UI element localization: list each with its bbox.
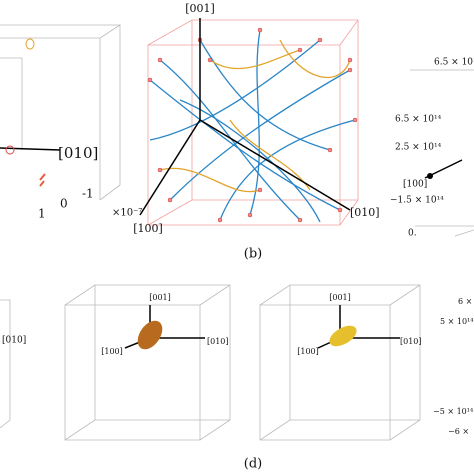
line <box>169 69 351 201</box>
line <box>149 39 321 141</box>
line <box>149 79 341 211</box>
box <box>0 24 121 201</box>
axis-label: [010] <box>207 337 229 346</box>
nodes <box>147 27 358 223</box>
line <box>219 119 356 221</box>
axis <box>139 119 201 216</box>
scale-label: ×10⁻⁷ <box>112 208 142 219</box>
axis-label: [010] <box>400 337 422 346</box>
box <box>410 69 474 237</box>
line <box>159 59 301 221</box>
loop <box>25 38 35 50</box>
bottom-right-panel: 6 × 5 × 10¹⁴ −5 × 10¹⁴ −6 × <box>433 297 473 436</box>
label: −5 × 10¹⁴ <box>433 407 473 416</box>
ellipsoid-panel: [001] [100] [010] <box>64 284 231 441</box>
caption: (b) <box>244 247 262 262</box>
line <box>199 39 331 151</box>
line <box>159 167 261 193</box>
loop <box>39 173 46 187</box>
label: 0. <box>408 229 417 239</box>
line <box>179 99 321 223</box>
axis-label: [001] <box>185 2 215 15</box>
line <box>249 29 261 216</box>
axis-label: [100] <box>297 347 319 356</box>
line <box>209 49 301 70</box>
label: 6.5 × 10¹⁴ <box>434 58 474 68</box>
ellipsoid <box>137 320 163 350</box>
label: [100] <box>403 180 427 190</box>
label: 2.5 × 10¹⁴ <box>395 143 442 153</box>
axis <box>199 119 351 211</box>
axis <box>0 147 61 151</box>
top-left-panel: [010] 1 0 -1 <box>0 24 121 221</box>
ellipsoid <box>329 325 357 347</box>
ellipsoid-panel: [001] [100] [010] <box>259 284 422 441</box>
axis-label: [001] <box>329 293 351 302</box>
axis-label: [010] <box>2 336 26 346</box>
tick-label: 1 <box>38 207 46 221</box>
axis-label: [010] <box>58 144 98 162</box>
axis-label: [100] <box>101 347 123 356</box>
axis-label: [100] <box>133 222 163 235</box>
bottom-left-panel: [010] <box>0 299 26 429</box>
top-right-panel: 6.5 × 10¹⁴ 6.5 × 10¹⁴ 2.5 × 10¹⁴ [100] −… <box>390 58 474 239</box>
caption: (d) <box>244 457 262 472</box>
label: 5 × 10¹⁴ <box>440 317 473 326</box>
axis-label: [010] <box>350 206 380 219</box>
line <box>279 39 351 78</box>
dislocation-panel: [001] [010] [100] ×10⁻⁷ <box>112 2 380 235</box>
box <box>259 284 421 441</box>
marker <box>427 173 433 179</box>
label: −6 × <box>448 427 469 436</box>
loop <box>5 145 15 155</box>
label: 6.5 × 10¹⁴ <box>395 115 442 125</box>
label: 6 × <box>458 297 472 306</box>
label: −1.5 × 10¹⁴ <box>390 196 444 206</box>
tick-label: -1 <box>82 187 94 201</box>
box <box>147 19 359 226</box>
axis-label: [001] <box>149 293 171 302</box>
box <box>0 299 11 429</box>
box <box>64 284 231 441</box>
tick-label: 0 <box>60 197 68 211</box>
